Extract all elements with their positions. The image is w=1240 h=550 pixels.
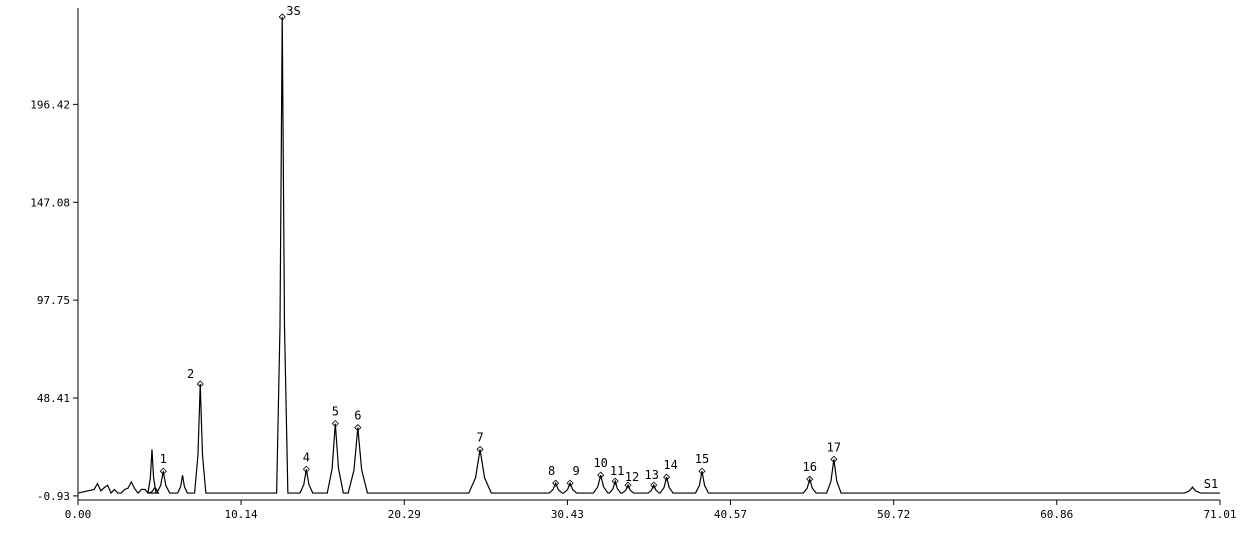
peak-label: 1 bbox=[160, 452, 167, 466]
peak-label: 9 bbox=[572, 464, 579, 478]
x-tick-label: 50.72 bbox=[877, 508, 910, 521]
peak-label: 6 bbox=[354, 409, 361, 423]
peak-label: 10 bbox=[593, 456, 607, 470]
peak-label: 15 bbox=[695, 452, 709, 466]
peak-label: 14 bbox=[663, 458, 677, 472]
x-tick-label: 71.01 bbox=[1203, 508, 1236, 521]
x-tick-label: 0.00 bbox=[65, 508, 92, 521]
peak-label: 4 bbox=[303, 450, 310, 464]
x-tick-label: 30.43 bbox=[551, 508, 584, 521]
end-label: S1 bbox=[1204, 477, 1218, 491]
peak-label: 2 bbox=[187, 367, 194, 381]
x-tick-label: 60.86 bbox=[1040, 508, 1073, 521]
peak-label: 8 bbox=[548, 464, 555, 478]
peak-label: 16 bbox=[803, 460, 817, 474]
peak-label: 11 bbox=[610, 464, 624, 478]
y-tick-label: 48.41 bbox=[37, 392, 70, 405]
x-tick-label: 40.57 bbox=[714, 508, 747, 521]
chart-svg: 0.00 10.14 20.29 30.43 40.57 50.72 60.86 71.01 -… bbox=[0, 0, 1240, 550]
chromatogram-chart: 0.00 10.14 20.29 30.43 40.57 50.72 60.86 71.01 -… bbox=[0, 0, 1240, 550]
y-tick-label: -0.93 bbox=[37, 490, 70, 503]
peak-label: 5 bbox=[332, 405, 339, 419]
peak-label: 3S bbox=[286, 4, 300, 18]
y-tick-label: 196.42 bbox=[30, 98, 70, 111]
x-tick-label: 10.14 bbox=[225, 508, 258, 521]
peak-label: 17 bbox=[827, 440, 841, 454]
peak-label: 13 bbox=[645, 468, 659, 482]
y-tick-label: 147.08 bbox=[30, 196, 70, 209]
y-tick-label: 97.75 bbox=[37, 294, 70, 307]
peak-label: 7 bbox=[476, 430, 483, 444]
peak-label: 12 bbox=[625, 470, 639, 484]
x-tick-label: 20.29 bbox=[388, 508, 421, 521]
